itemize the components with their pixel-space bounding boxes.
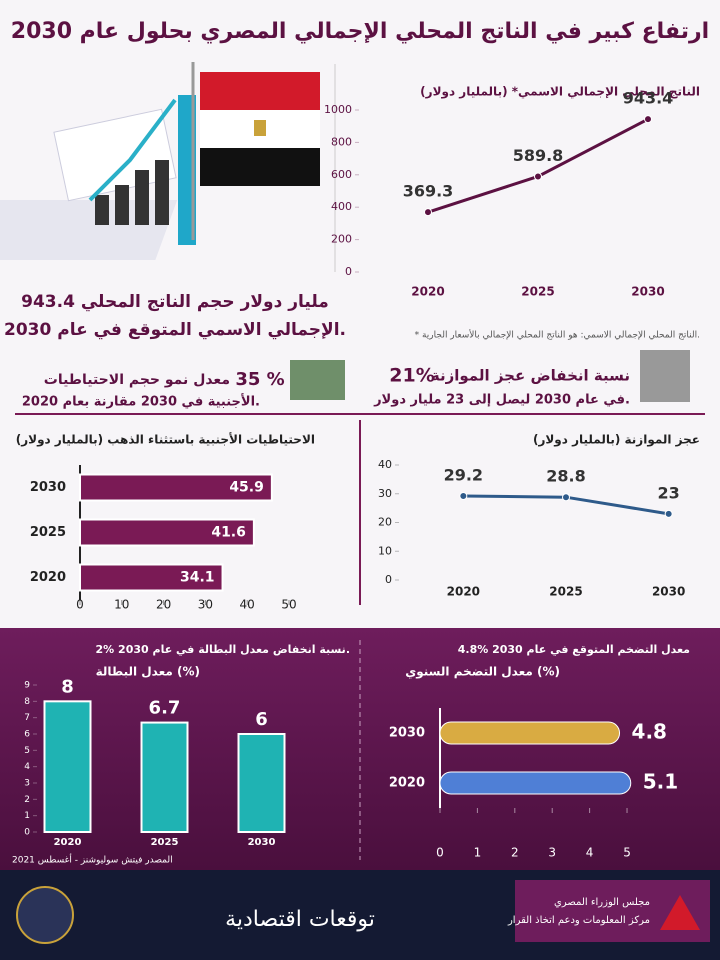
org-logo bbox=[660, 895, 700, 930]
y-tick-label: 200 bbox=[331, 233, 352, 246]
y-tick-label: 2025 bbox=[30, 525, 66, 540]
headline: الإجمالي الاسمي المتوقع في عام 2030. bbox=[4, 320, 346, 340]
stat-line: معدل نمو حجم الاحتياطيات bbox=[44, 372, 230, 388]
x-tick-label: 4 bbox=[586, 846, 594, 860]
footnote: * الناتج المحلي الإجمالي الاسمي: هو النا… bbox=[415, 329, 700, 341]
y-tick-label: 40 bbox=[378, 458, 392, 471]
value-label: 589.8 bbox=[513, 146, 564, 165]
x-tick-label: 2025 bbox=[521, 285, 554, 299]
point bbox=[664, 509, 673, 518]
x-tick-label: 2020 bbox=[54, 837, 82, 848]
point bbox=[424, 208, 432, 217]
bar bbox=[43, 700, 92, 833]
point bbox=[562, 493, 570, 502]
stat-line: في عام 2030 ليصل إلى 23 مليار دولار. bbox=[373, 393, 630, 408]
y-tick-label: 6 bbox=[24, 730, 30, 740]
x-tick-label: 2030 bbox=[652, 585, 685, 599]
y-tick-label: 10 bbox=[378, 544, 392, 557]
y-tick-label: 600 bbox=[331, 168, 352, 181]
value-label: 369.3 bbox=[403, 182, 454, 201]
y-tick-label: 3 bbox=[24, 779, 30, 789]
value-label: 28.8 bbox=[546, 467, 585, 486]
value-label: 6.7 bbox=[149, 698, 181, 719]
y-tick-label: 0 bbox=[345, 265, 352, 278]
bar bbox=[79, 563, 224, 592]
y-tick-label: 1000 bbox=[324, 103, 352, 116]
illustration bbox=[0, 62, 320, 260]
point bbox=[644, 115, 652, 124]
y-tick-label: 0 bbox=[24, 828, 30, 838]
bar bbox=[79, 518, 255, 547]
y-tick-label: 4 bbox=[24, 762, 30, 772]
value-label: 45.9 bbox=[229, 480, 264, 496]
y-tick-label: 5 bbox=[24, 746, 30, 756]
main-title: ارتفاع كبير في الناتج المحلي الإجمالي ال… bbox=[11, 19, 709, 44]
bar bbox=[237, 733, 286, 833]
stat-line: الأجنبية في 2030 مقارنة بعام 2020. bbox=[22, 393, 260, 410]
x-tick-label: 1 bbox=[474, 846, 482, 860]
x-tick-label: 5 bbox=[623, 846, 631, 860]
y-tick-label: 400 bbox=[331, 200, 352, 213]
x-tick-label: 2020 bbox=[447, 585, 480, 599]
y-tick-label: 2030 bbox=[30, 480, 66, 495]
y-tick-label: 0 bbox=[385, 573, 392, 586]
source: المصدر فيتش سوليوشنز - أغسطس 2021 bbox=[12, 854, 173, 866]
icon bbox=[290, 360, 345, 400]
bar bbox=[79, 473, 273, 502]
x-tick-label: 2 bbox=[511, 846, 519, 860]
headline: 943.4 مليار دولار حجم الناتج المحلي bbox=[21, 292, 329, 312]
value-label: 5.1 bbox=[643, 770, 678, 794]
chart-title: عجز الموازنة (بالمليار دولار) bbox=[533, 433, 700, 448]
chart-title: معدل البطالة (%) bbox=[96, 665, 200, 679]
bar bbox=[439, 721, 621, 745]
y-tick-label: 1 bbox=[24, 811, 30, 821]
chart-subtitle: 2% نسبة انخفاض معدل البطالة في عام 2030. bbox=[96, 643, 350, 656]
y-tick-label: 7 bbox=[24, 713, 30, 723]
y-tick-label: 9 bbox=[24, 681, 30, 691]
value-label: 23 bbox=[658, 483, 680, 502]
footer-title: توقعات اقتصادية bbox=[225, 907, 375, 932]
chart-title: الاحتياطيات الأجنبية باستثناء الذهب (بال… bbox=[16, 432, 315, 448]
bar bbox=[439, 771, 632, 795]
chart-subtitle: 4.8% معدل التضخم المتوقع في عام 2030 bbox=[458, 643, 690, 656]
chart-title: الناتج المحلي الإجمالي الاسمي* (بالمليار… bbox=[420, 85, 700, 100]
y-tick-label: 8 bbox=[24, 697, 30, 707]
icon bbox=[640, 350, 690, 402]
point bbox=[534, 172, 542, 181]
chart-title: معدل التضخم السنوي (%) bbox=[405, 665, 560, 680]
x-tick-label: 0 bbox=[436, 846, 444, 860]
value-label: 4.8 bbox=[632, 720, 667, 744]
value-label: 8 bbox=[61, 676, 74, 697]
y-tick-label: 800 bbox=[331, 135, 352, 148]
stat-figure: 21% bbox=[389, 365, 434, 387]
x-tick-label: 2030 bbox=[248, 837, 276, 848]
logo bbox=[16, 886, 74, 944]
value-label: 34.1 bbox=[180, 570, 215, 586]
stat-figure: 35 % bbox=[235, 369, 284, 390]
point bbox=[459, 492, 468, 501]
x-tick-label: 2030 bbox=[631, 285, 664, 299]
value-label: 6 bbox=[255, 709, 268, 730]
y-tick-label: 20 bbox=[378, 516, 392, 529]
bar bbox=[140, 721, 189, 833]
x-tick-label: 2020 bbox=[411, 285, 444, 299]
value-label: 41.6 bbox=[211, 525, 246, 541]
y-tick-label: 2020 bbox=[30, 570, 66, 585]
y-tick-label: 30 bbox=[378, 487, 392, 500]
stat-line: نسبة انخفاض عجز الموازنة bbox=[431, 367, 630, 385]
x-tick-label: 2025 bbox=[549, 585, 582, 599]
y-tick-label: 2020 bbox=[389, 776, 425, 791]
org-name: مركز المعلومات ودعم اتخاذ القرار bbox=[507, 915, 650, 926]
x-tick-label: 3 bbox=[548, 846, 556, 860]
org-name: مجلس الوزراء المصري bbox=[554, 897, 650, 908]
y-tick-label: 2 bbox=[24, 795, 30, 805]
x-tick-label: 2025 bbox=[151, 837, 179, 848]
value-label: 29.2 bbox=[444, 466, 483, 485]
y-tick-label: 2030 bbox=[389, 726, 425, 741]
value-label: 943.4 bbox=[623, 89, 674, 108]
